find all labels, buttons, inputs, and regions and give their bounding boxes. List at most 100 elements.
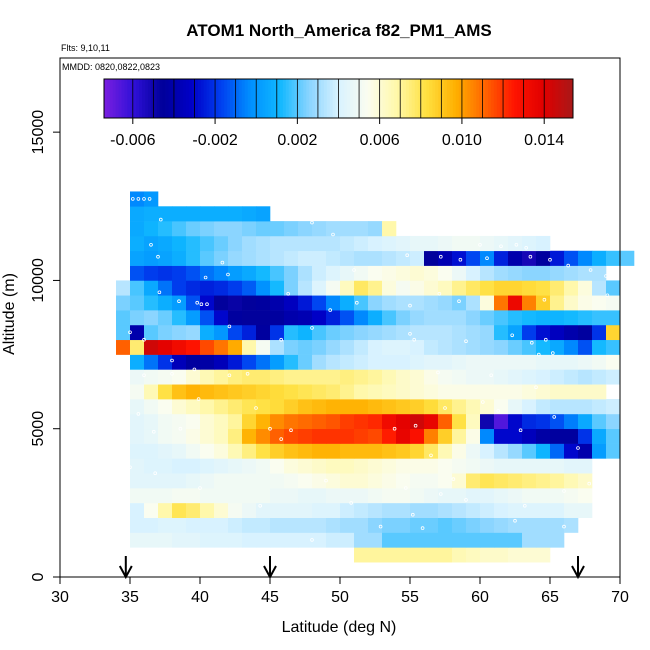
colorbar-segment: [288, 79, 292, 118]
heatmap-cell: [354, 369, 369, 385]
colorbar-segment: [109, 79, 114, 118]
heatmap-cell: [480, 235, 495, 252]
heatmap-cell: [228, 324, 243, 341]
heatmap-cell: [186, 324, 201, 341]
heatmap-cell: [298, 339, 313, 355]
heatmap-cell: [522, 369, 537, 385]
heatmap-cell: [130, 235, 145, 252]
colorbar-segment: [300, 79, 304, 118]
colorbar: -0.006 -0.002 0.002 0.006 0.010 0.014: [103, 78, 574, 149]
sample-point: [392, 426, 397, 431]
heatmap-cell: [172, 413, 187, 430]
heatmap-cell: [200, 488, 215, 504]
heatmap-cell: [368, 280, 383, 296]
heatmap-cell: [466, 235, 481, 252]
heatmap-cell: [480, 488, 495, 504]
sample-point: [480, 400, 485, 404]
colorbar-segment: [485, 79, 489, 118]
colorbar-segment: [564, 79, 568, 118]
heatmap-cell: [242, 206, 257, 222]
heatmap-cell: [228, 221, 243, 237]
heatmap-cell: [256, 413, 271, 430]
colorbar-segment: [361, 79, 366, 118]
sample-point: [136, 412, 141, 416]
heatmap-cell: [410, 235, 425, 252]
heatmap-cell: [186, 428, 201, 444]
heatmap-cell: [186, 473, 201, 489]
heatmap-cell: [116, 310, 131, 326]
colorbar-segment: [531, 79, 536, 118]
heatmap-cell: [298, 384, 313, 400]
heatmap-cell: [410, 428, 425, 444]
heatmap-cell: [466, 547, 481, 563]
colorbar-segment: [534, 79, 539, 118]
heatmap-cell: [564, 428, 579, 444]
colorbar-segment: [446, 79, 451, 118]
heatmap-cell: [256, 324, 271, 341]
heatmap-cell: [480, 384, 495, 400]
heatmap-cell: [396, 384, 411, 400]
heatmap-cell: [536, 458, 551, 474]
heatmap-cell: [494, 458, 509, 474]
heatmap-cell: [270, 221, 285, 237]
colorbar-segment: [235, 79, 240, 118]
colorbar-segment: [315, 79, 319, 118]
heatmap-cell: [606, 324, 621, 341]
heatmap-cell: [326, 399, 341, 415]
heatmap-cell: [452, 354, 467, 370]
heatmap-cell: [578, 428, 593, 444]
sample-point: [443, 406, 447, 410]
colorbar-segment: [520, 79, 524, 118]
heatmap-cell: [494, 517, 509, 533]
colorbar-tick-label: -0.002: [192, 132, 237, 149]
heatmap-cell: [228, 428, 243, 444]
x-tick-label: 70: [611, 589, 629, 606]
sample-point: [458, 257, 463, 262]
heatmap-cell: [326, 413, 341, 430]
heatmap-cell: [228, 413, 243, 430]
heatmap-cell: [522, 443, 537, 459]
heatmap-cell: [592, 295, 607, 311]
heatmap-cell: [578, 354, 593, 370]
heatmap-cell: [466, 488, 481, 504]
heatmap-cell: [494, 324, 509, 341]
heatmap-cell: [144, 502, 159, 518]
heatmap-cell: [228, 354, 243, 370]
heatmap-cell: [144, 221, 159, 237]
heatmap-cell: [452, 399, 467, 415]
sample-point: [157, 290, 162, 295]
heatmap-cell: [550, 384, 565, 400]
heatmap-cell: [368, 324, 383, 341]
heatmap-cell: [326, 235, 341, 252]
heatmap-cell: [466, 295, 481, 311]
heatmap-cell: [270, 517, 285, 533]
heatmap-cell: [256, 250, 271, 266]
heatmap-cell: [312, 384, 327, 400]
heatmap-cell: [172, 221, 187, 237]
heatmap-cell: [382, 235, 397, 252]
heatmap-cell: [354, 235, 369, 252]
colorbar-segment: [414, 79, 419, 118]
heatmap-cell: [466, 354, 481, 370]
heatmap-cell: [130, 502, 145, 518]
colorbar-segment: [405, 79, 410, 118]
heatmap-cell: [242, 399, 257, 415]
heatmap-cell: [186, 532, 201, 548]
heatmap-cell: [606, 280, 621, 296]
heatmap-cell: [410, 280, 425, 296]
heatmap-cell: [564, 384, 579, 400]
sample-point: [562, 524, 566, 529]
heatmap-cell: [410, 488, 425, 504]
heatmap-cell: [508, 502, 523, 518]
sample-point: [177, 299, 181, 304]
heatmap-cell: [158, 384, 173, 400]
heatmap-cell: [256, 235, 271, 252]
heatmap-cell: [382, 295, 397, 311]
heatmap-cell: [284, 532, 299, 548]
sample-point: [605, 293, 610, 298]
heatmap-cell: [522, 384, 537, 400]
heatmap-cell: [410, 324, 425, 341]
heatmap-cell: [494, 532, 509, 548]
heatmap-cell: [536, 384, 551, 400]
heatmap-cell: [186, 295, 201, 311]
